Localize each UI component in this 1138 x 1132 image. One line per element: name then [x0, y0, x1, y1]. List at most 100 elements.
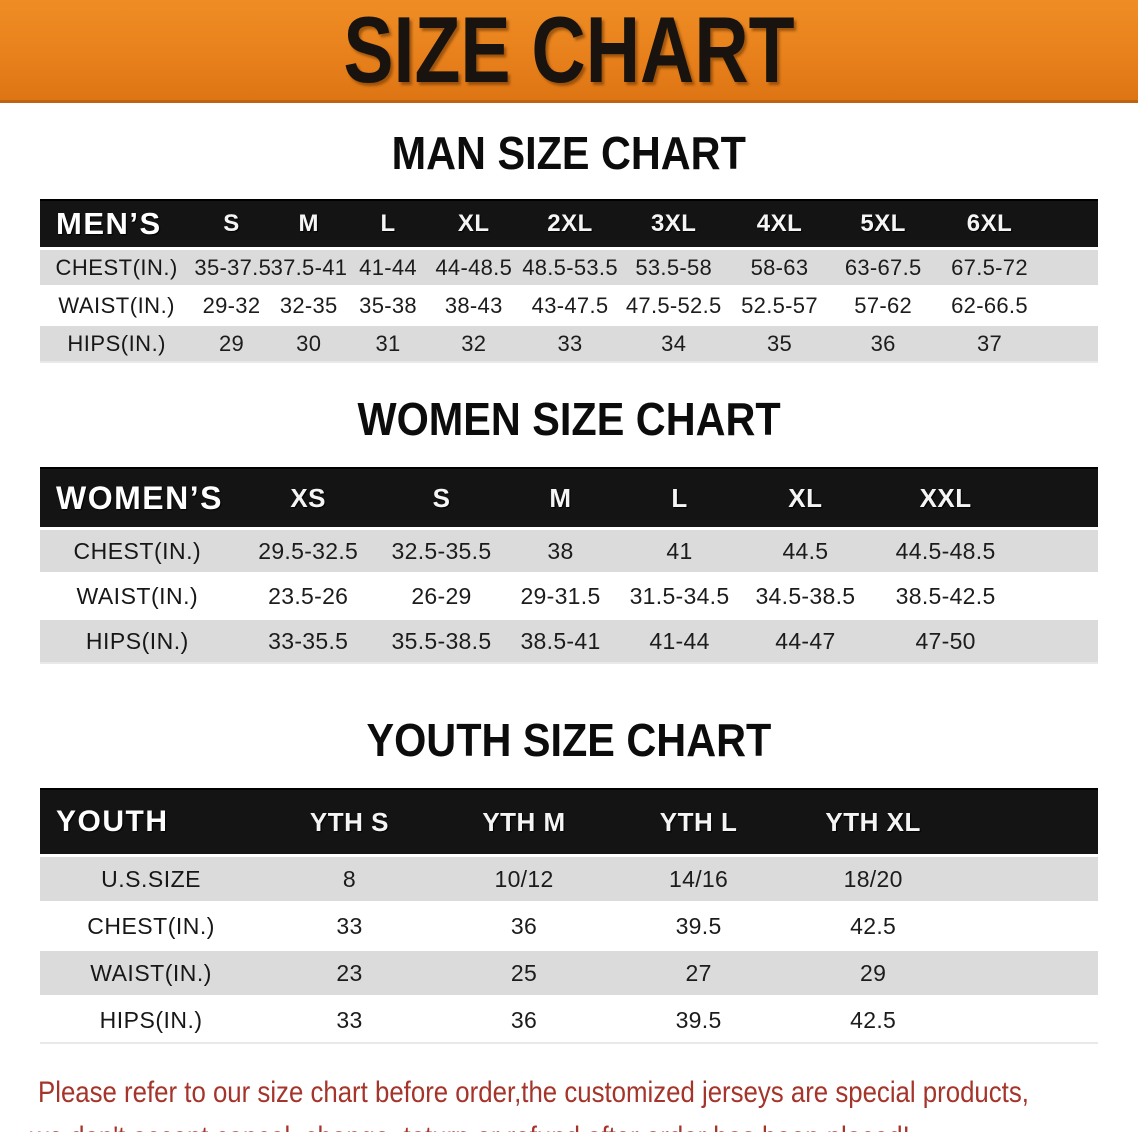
size-value-cell: 23.5-26 — [234, 573, 382, 620]
col-header: YTH S — [262, 788, 437, 857]
col-header: S — [193, 199, 270, 250]
spacer-cell — [960, 902, 1098, 951]
spacer-cell — [960, 788, 1098, 857]
size-value-cell: 53.5-58 — [620, 248, 727, 288]
spacer-cell — [1045, 324, 1098, 363]
men-hips-row: HIPS(IN.) 29 30 31 32 33 34 35 36 37 — [40, 324, 1098, 363]
men-size-table: MEN’S S M L XL 2XL 3XL 4XL 5XL 6XL CHEST… — [40, 199, 1098, 363]
size-value-cell: 36 — [436, 996, 612, 1044]
size-value-cell: 44.5-48.5 — [871, 528, 1020, 575]
size-value-cell: 67.5-72 — [933, 248, 1046, 288]
row-label: U.S.SIZE — [40, 855, 263, 904]
spacer-cell — [1019, 528, 1098, 575]
size-value-cell: 38.5-42.5 — [871, 573, 1020, 620]
col-header: XL — [428, 199, 520, 250]
men-table-title: MEN’S — [40, 199, 194, 250]
col-header: L — [347, 199, 429, 250]
size-value-cell: 18/20 — [785, 855, 961, 904]
col-header: XXL — [871, 467, 1020, 530]
youth-header-row: YOUTH YTH S YTH M YTH L YTH XL — [40, 788, 1098, 857]
size-value-cell: 26-29 — [381, 573, 502, 620]
size-value-cell: 27 — [611, 949, 786, 998]
col-header: L — [619, 467, 740, 530]
row-label: CHEST(IN.) — [40, 248, 194, 288]
size-value-cell: 38 — [501, 528, 620, 575]
row-label: WAIST(IN.) — [40, 573, 235, 620]
women-heading-text: WOMEN SIZE CHART — [357, 393, 781, 445]
size-value-cell: 33 — [519, 324, 621, 363]
size-value-cell: 33 — [262, 902, 437, 951]
youth-chest-row: CHEST(IN.) 33 36 39.5 42.5 — [40, 902, 1098, 951]
size-value-cell: 14/16 — [611, 855, 786, 904]
size-value-cell: 32 — [428, 324, 520, 363]
size-value-cell: 37.5-41 — [269, 248, 348, 288]
size-value-cell: 38-43 — [428, 286, 520, 326]
spacer-cell — [1045, 199, 1098, 250]
men-waist-row: WAIST(IN.) 29-32 32-35 35-38 38-43 43-47… — [40, 286, 1098, 326]
size-value-cell: 29 — [785, 949, 961, 998]
size-value-cell: 44-47 — [739, 618, 872, 664]
youth-hips-row: HIPS(IN.) 33 36 39.5 42.5 — [40, 996, 1098, 1044]
spacer-cell — [1019, 573, 1098, 620]
row-label: HIPS(IN.) — [40, 324, 194, 363]
col-header: YTH M — [436, 788, 612, 857]
col-header: 6XL — [933, 199, 1046, 250]
size-value-cell: 25 — [436, 949, 612, 998]
women-waist-row: WAIST(IN.) 23.5-26 26-29 29-31.5 31.5-34… — [40, 573, 1098, 620]
row-label: HIPS(IN.) — [40, 618, 235, 664]
women-hips-row: HIPS(IN.) 33-35.5 35.5-38.5 38.5-41 41-4… — [40, 618, 1098, 664]
size-value-cell: 38.5-41 — [501, 618, 620, 664]
banner-title: SIZE CHART — [343, 0, 795, 102]
col-header: 3XL — [620, 199, 727, 250]
spacer-cell — [1045, 286, 1098, 326]
men-header-row: MEN’S S M L XL 2XL 3XL 4XL 5XL 6XL — [40, 199, 1098, 250]
col-header: XS — [234, 467, 382, 530]
youth-ussize-row: U.S.SIZE 8 10/12 14/16 18/20 — [40, 855, 1098, 904]
size-value-cell: 33 — [262, 996, 437, 1044]
row-label: WAIST(IN.) — [40, 949, 263, 998]
size-value-cell: 33-35.5 — [234, 618, 382, 664]
note-line-1: Please refer to our size chart before or… — [38, 1076, 1029, 1109]
size-value-cell: 58-63 — [726, 248, 833, 288]
spacer-cell — [1019, 467, 1098, 530]
col-header: M — [269, 199, 348, 250]
spacer-cell — [960, 855, 1098, 904]
size-value-cell: 35 — [726, 324, 833, 363]
col-header: M — [501, 467, 620, 530]
size-value-cell: 31.5-34.5 — [619, 573, 740, 620]
spacer-cell — [1045, 248, 1098, 288]
size-value-cell: 44.5 — [739, 528, 872, 575]
size-value-cell: 36 — [832, 324, 934, 363]
col-header: S — [381, 467, 502, 530]
size-value-cell: 42.5 — [785, 902, 961, 951]
women-table-title: WOMEN’S — [40, 467, 235, 530]
size-value-cell: 32-35 — [269, 286, 348, 326]
size-value-cell: 31 — [347, 324, 429, 363]
size-value-cell: 63-67.5 — [832, 248, 934, 288]
size-value-cell: 62-66.5 — [933, 286, 1046, 326]
size-value-cell: 29-31.5 — [501, 573, 620, 620]
men-section-heading: MAN SIZE CHART — [0, 129, 1138, 177]
women-chest-row: CHEST(IN.) 29.5-32.5 32.5-35.5 38 41 44.… — [40, 528, 1098, 575]
women-header-row: WOMEN’S XS S M L XL XXL — [40, 467, 1098, 530]
spacer-cell — [1019, 618, 1098, 664]
size-value-cell: 42.5 — [785, 996, 961, 1044]
women-section-heading: WOMEN SIZE CHART — [0, 395, 1138, 443]
size-value-cell: 29 — [193, 324, 270, 363]
size-value-cell: 41-44 — [619, 618, 740, 664]
size-value-cell: 47.5-52.5 — [620, 286, 727, 326]
youth-table-title: YOUTH — [40, 788, 263, 857]
size-value-cell: 47-50 — [871, 618, 1020, 664]
row-label: CHEST(IN.) — [40, 902, 263, 951]
size-value-cell: 48.5-53.5 — [519, 248, 621, 288]
spacer-cell — [960, 949, 1098, 998]
size-value-cell: 10/12 — [436, 855, 612, 904]
size-value-cell: 30 — [269, 324, 348, 363]
women-size-table: WOMEN’S XS S M L XL XXL CHEST(IN.) 29.5-… — [40, 467, 1098, 664]
note-line-2: we don't accept cancel, change, teturn o… — [30, 1115, 983, 1132]
banner: SIZE CHART — [0, 0, 1138, 103]
size-value-cell: 39.5 — [611, 902, 786, 951]
col-header: 5XL — [832, 199, 934, 250]
size-value-cell: 41-44 — [347, 248, 429, 288]
